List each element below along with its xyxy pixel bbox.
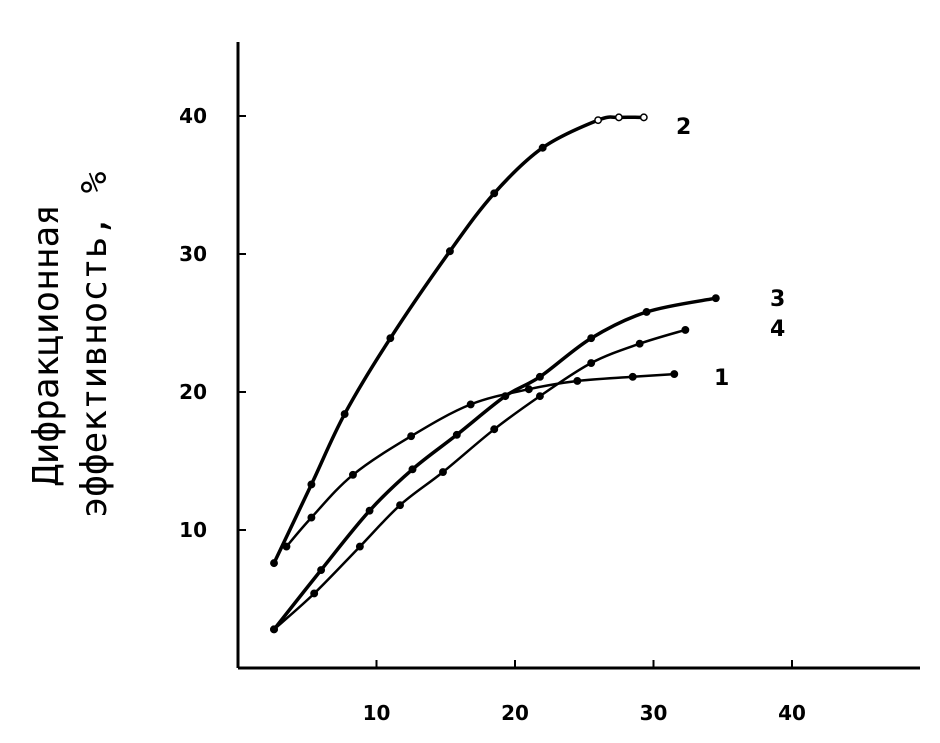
data-point xyxy=(587,359,596,367)
data-point xyxy=(340,410,349,419)
data-point xyxy=(535,392,544,401)
series-line xyxy=(272,115,646,565)
series-label: 1 xyxy=(714,366,729,391)
data-point xyxy=(587,334,596,343)
data-point xyxy=(711,294,720,303)
data-point xyxy=(445,247,454,256)
series-1 xyxy=(282,370,679,551)
y-tick-label: 10 xyxy=(179,518,207,542)
data-point xyxy=(670,370,679,379)
data-point xyxy=(524,385,533,394)
series-4 xyxy=(270,325,690,634)
series-line xyxy=(272,296,718,632)
data-point xyxy=(307,513,316,522)
x-tick-label: 20 xyxy=(501,701,529,725)
data-point xyxy=(538,143,547,152)
data-point xyxy=(642,308,651,316)
data-point xyxy=(365,506,374,515)
data-point xyxy=(439,468,447,476)
series-label: 3 xyxy=(770,287,785,312)
series-layer xyxy=(270,113,720,634)
data-point xyxy=(349,470,357,479)
series-line xyxy=(285,372,676,548)
data-point xyxy=(317,566,326,574)
y-axis-title-line-1: Дифракционная xyxy=(26,204,67,486)
data-point xyxy=(573,377,582,385)
data-point xyxy=(466,400,475,409)
data-point xyxy=(501,392,510,401)
label-layer: 1 2 3 4 xyxy=(676,115,785,391)
data-point xyxy=(681,325,690,334)
data-point xyxy=(639,113,648,122)
x-tick-label: 40 xyxy=(778,701,806,725)
data-point xyxy=(408,465,417,474)
data-point xyxy=(614,113,623,122)
data-point xyxy=(490,189,499,198)
data-point xyxy=(386,334,395,343)
data-point xyxy=(594,116,603,125)
data-point xyxy=(270,625,278,634)
data-point xyxy=(452,430,461,439)
x-tick-label: 10 xyxy=(363,701,391,725)
y-axis-title: Дифракционная эффективность, % xyxy=(26,171,115,518)
data-point xyxy=(635,339,644,348)
series-3 xyxy=(270,294,720,634)
y-tick-label: 40 xyxy=(179,104,207,128)
series-label: 4 xyxy=(770,317,785,342)
x-tick-label: 30 xyxy=(640,701,668,725)
series-line xyxy=(272,328,687,631)
data-point xyxy=(396,501,404,510)
data-point xyxy=(270,559,278,568)
data-point xyxy=(407,432,416,441)
series-2 xyxy=(270,113,648,568)
data-point xyxy=(355,542,364,551)
y-axis-title-line-2: эффективность, % xyxy=(74,171,115,518)
y-tick-label: 30 xyxy=(179,242,207,266)
data-point xyxy=(535,372,544,381)
data-point xyxy=(628,372,637,381)
series-label: 2 xyxy=(676,115,691,140)
y-tick-label: 20 xyxy=(179,380,207,404)
data-point xyxy=(310,589,319,598)
data-point xyxy=(307,480,316,489)
axes: 10 20 30 40 10 20 30 40 xyxy=(179,42,920,725)
data-point xyxy=(490,425,499,434)
